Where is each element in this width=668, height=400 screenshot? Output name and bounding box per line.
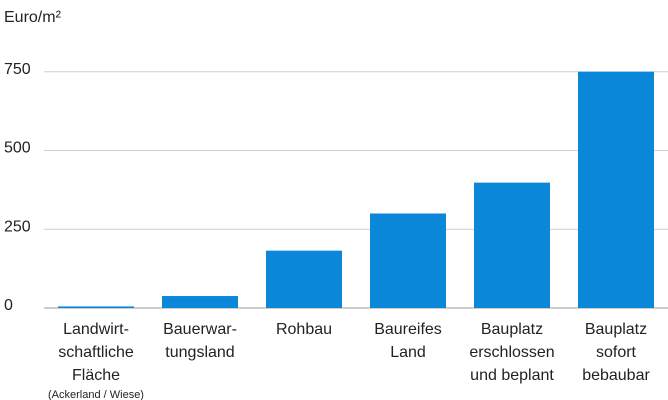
x-tick-label: und beplant xyxy=(470,367,554,384)
y-tick-label: 250 xyxy=(4,218,31,235)
bar xyxy=(162,296,238,308)
x-tick-label: sofort xyxy=(596,344,637,361)
bar xyxy=(370,213,446,308)
y-tick-label: 750 xyxy=(4,61,31,78)
x-tick-label: Rohbau xyxy=(276,321,332,338)
x-tick-label: Land xyxy=(390,344,426,361)
x-tick-label: Fläche xyxy=(72,367,120,384)
x-tick-label: schaftliche xyxy=(58,344,134,361)
bar xyxy=(266,250,342,308)
x-tick-label: erschlossen xyxy=(469,344,554,361)
x-tick-label: tungsland xyxy=(165,344,234,361)
y-tick-label: 0 xyxy=(4,297,13,314)
x-tick-note: (Ackerland / Wiese) xyxy=(48,389,144,400)
x-tick-label: bebaubar xyxy=(582,367,650,384)
bar xyxy=(474,182,550,308)
x-tick-label: Bauerwar- xyxy=(163,321,237,338)
x-tick-label: Bauplatz xyxy=(585,321,647,338)
bar xyxy=(58,306,134,308)
y-tick-label: 500 xyxy=(4,140,31,157)
bar xyxy=(578,71,654,308)
x-tick-label: Baureifes xyxy=(374,321,442,338)
x-tick-label: Bauplatz xyxy=(481,321,543,338)
x-tick-label: Landwirt- xyxy=(63,321,129,338)
y-axis-label: Euro/m² xyxy=(4,9,62,26)
